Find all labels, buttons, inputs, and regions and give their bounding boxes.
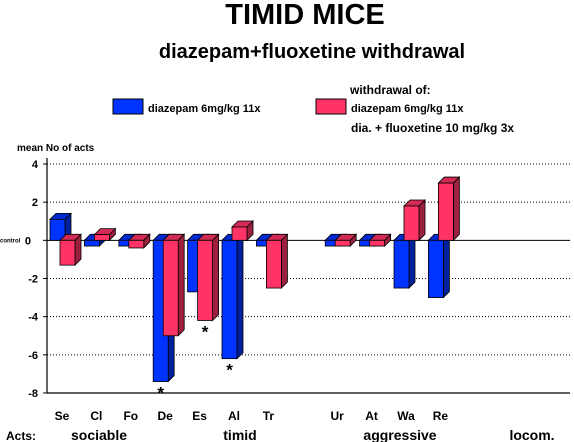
bar-side [418,199,426,242]
bar-side [212,233,220,322]
y-tick-label: 4 [32,159,39,171]
y-axis-label: mean No of acts [17,143,95,154]
bar-diazepam-se [49,212,72,242]
y-tick-label: -6 [28,350,38,362]
chart-title: TIMID MICE [225,0,385,31]
bar-front [128,239,145,249]
legend-label-withdrawal-1: diazepam 6mg/kg 11x [351,103,464,115]
bar-diazepam-al [221,233,244,360]
control-label: control [0,238,21,244]
y-tick-label: 0 [25,235,31,247]
group-label-sociable: sociable [71,427,127,442]
chart-subtitle: diazepam+fluoxetine withdrawal [159,41,465,63]
bar-withdrawal-es [196,233,220,322]
x-axis-labels: Se Cl Fo De Es Al Tr Ur At Wa Re [55,409,449,423]
bar-front [231,226,248,241]
bar-withdrawal-cl [93,227,117,242]
x-tick-label: Se [55,409,70,423]
x-tick-label: Cl [90,409,102,423]
grid [47,163,570,394]
bar-front [369,239,386,247]
bar-side [442,233,450,299]
bar-side [177,233,185,337]
bar-front [49,218,66,241]
bar-front [437,182,454,241]
bar-front [94,234,110,241]
legend-swatch-withdrawal [315,98,347,115]
bar-withdrawal-se [59,233,82,267]
x-tick-label: Es [192,409,207,423]
legend-heading: withdrawal of: [349,83,431,97]
x-tick-label: Wa [397,409,415,423]
significance-markers: * * * [157,322,233,402]
bar-side [408,233,416,290]
bar-side [280,233,288,290]
significance-star: * [202,322,209,341]
bar-withdrawal-re [437,176,461,242]
category-groups: sociable timid aggressive locom. [71,427,555,442]
bar-withdrawal-tr [265,233,289,290]
legend-label-diazepam: diazepam 6mg/kg 11x [148,103,261,115]
x-tick-label: Ur [331,409,345,423]
bar-withdrawal-wa [403,199,426,242]
bar-side [236,233,244,360]
acts-label: Acts: [6,429,36,442]
group-label-locom: locom. [509,427,554,442]
bar-side [452,176,460,242]
bar-withdrawal-al [231,220,254,242]
bar-front [393,239,410,289]
legend-label-withdrawal-2: dia. + fluoxetine 10 mg/kg 3x [351,121,514,135]
bar-withdrawal-fo [127,233,151,249]
legend: diazepam 6mg/kg 11x diazepam 6mg/kg 11x di… [112,98,514,135]
bar-withdrawal-de [162,233,186,337]
bars [49,176,461,383]
bar-front [403,205,420,241]
significance-star: * [226,361,233,380]
x-tick-label: Al [228,409,240,423]
bar-front [427,239,444,298]
y-tick-label: -4 [28,312,39,324]
bar-withdrawal-ur [334,233,358,248]
bar-withdrawal-at [368,233,392,248]
x-tick-label: Tr [263,409,275,423]
group-label-aggressive: aggressive [363,427,436,442]
x-tick-label: At [365,409,378,423]
y-tick-label: -8 [28,388,38,400]
y-tick-label: -2 [28,274,38,286]
x-tick-label: Re [433,409,449,423]
y-axis-ticks: 4 2 0 control -2 -4 -6 -8 [0,158,570,400]
x-tick-label: De [158,409,174,423]
group-label-timid: timid [223,427,256,442]
bar-front [162,239,179,337]
bar-front [334,239,351,247]
bar-diazepam-re [427,233,451,299]
bar-front [84,239,100,247]
bar-front [197,239,214,321]
legend-swatch-diazepam [112,98,144,115]
y-tick-label: 2 [32,197,38,209]
bar-front [265,239,282,289]
bar-diazepam-wa [393,233,416,290]
bar-front [221,239,238,360]
significance-star: * [157,384,164,403]
x-tick-label: Fo [123,409,138,423]
bar-front [59,239,76,266]
